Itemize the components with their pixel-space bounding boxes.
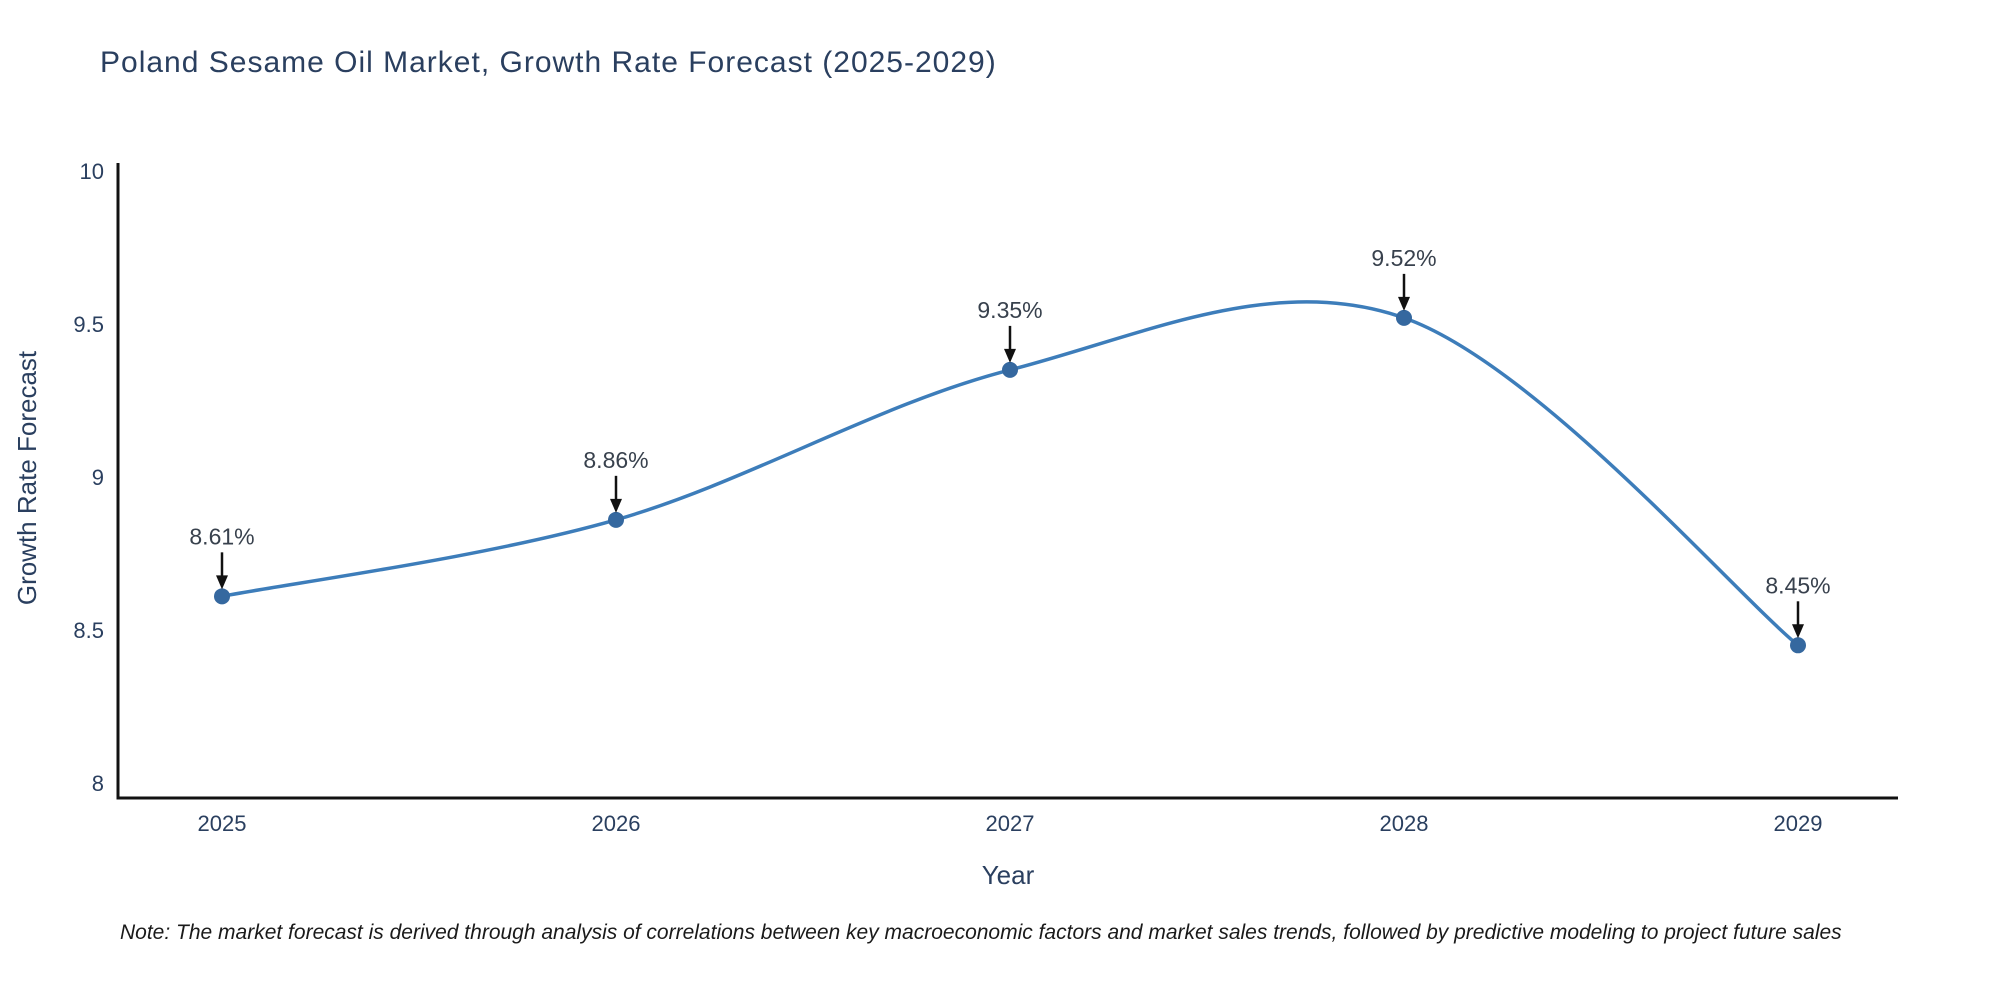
data-point-2029 bbox=[1790, 637, 1806, 654]
annotation-value-label: 9.35% bbox=[977, 297, 1042, 323]
y-tick-label-10: 10 bbox=[80, 159, 104, 184]
chart-note: Note: The market forecast is derived thr… bbox=[120, 921, 1842, 944]
y-axis-tick-labels: 8 8.5 9 9.5 10 bbox=[73, 159, 104, 796]
data-point-2028 bbox=[1396, 309, 1412, 326]
data-point-2027 bbox=[1002, 361, 1018, 378]
x-tick-label-2027: 2027 bbox=[986, 811, 1035, 836]
data-point-2025 bbox=[214, 588, 230, 605]
y-tick-label-8: 8 bbox=[92, 771, 104, 796]
y-axis-title: Growth Rate Forecast bbox=[12, 350, 42, 605]
y-tick-label-8.5: 8.5 bbox=[73, 618, 104, 643]
chart-title: Poland Sesame Oil Market, Growth Rate Fo… bbox=[100, 46, 997, 79]
annotation-2028: 9.52% bbox=[1371, 245, 1437, 311]
x-axis-tick-labels: 2025 2026 2027 2028 2029 bbox=[198, 811, 1823, 836]
annotation-arrowhead-icon bbox=[1792, 624, 1804, 639]
annotation-value-label: 8.61% bbox=[189, 523, 254, 549]
point-annotations: 8.61% 8.86% 9.35% 9.52% 8.45% bbox=[189, 245, 1831, 639]
data-point-markers bbox=[214, 309, 1806, 654]
annotation-2026: 8.86% bbox=[583, 447, 649, 513]
annotation-2029: 8.45% bbox=[1765, 572, 1831, 639]
annotation-2027: 9.35% bbox=[977, 297, 1043, 363]
annotation-value-label: 8.86% bbox=[583, 447, 648, 473]
y-tick-label-9.5: 9.5 bbox=[73, 312, 104, 337]
annotation-arrowhead-icon bbox=[216, 575, 228, 590]
x-tick-label-2026: 2026 bbox=[592, 811, 641, 836]
data-point-2026 bbox=[608, 511, 624, 528]
y-tick-label-9: 9 bbox=[92, 465, 104, 490]
x-tick-label-2028: 2028 bbox=[1380, 811, 1429, 836]
annotation-arrowhead-icon bbox=[610, 498, 622, 513]
annotation-value-label: 8.45% bbox=[1765, 572, 1830, 598]
x-tick-label-2025: 2025 bbox=[198, 811, 247, 836]
annotation-2025: 8.61% bbox=[189, 523, 255, 590]
x-axis-title: Year bbox=[982, 860, 1035, 890]
annotation-value-label: 9.52% bbox=[1371, 245, 1436, 271]
annotation-arrowhead-icon bbox=[1398, 296, 1410, 311]
x-tick-label-2029: 2029 bbox=[1774, 811, 1823, 836]
annotation-arrowhead-icon bbox=[1004, 348, 1016, 363]
